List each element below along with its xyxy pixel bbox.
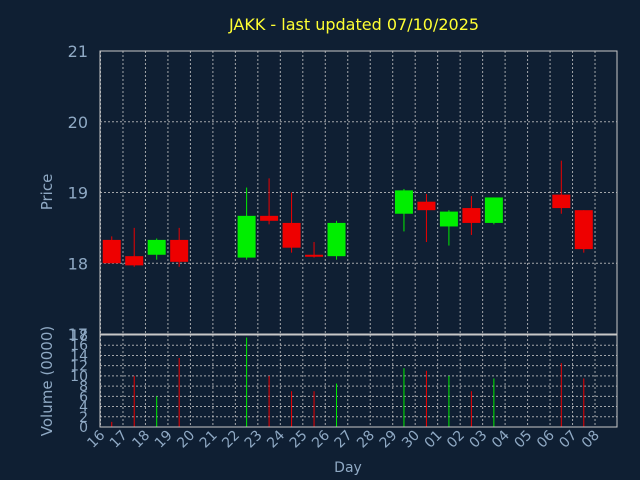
candle-body [417, 201, 436, 211]
volume-y-tick-label: 14 [70, 348, 88, 364]
volume-y-tick-label: 18 [70, 328, 88, 344]
candle-body [327, 222, 346, 257]
x-axis-label: Day [334, 460, 362, 476]
candle [417, 193, 436, 243]
volume-axis-label: Volume (0000) [38, 326, 56, 436]
candle [552, 160, 571, 214]
candle-body [394, 190, 413, 214]
candle [170, 227, 189, 267]
candle-body [125, 256, 144, 266]
price-y-tick-label: 19 [68, 184, 88, 203]
candle [394, 188, 413, 232]
candle [102, 236, 121, 264]
candle [147, 238, 166, 260]
candle-body [147, 239, 166, 255]
candle-body [102, 239, 121, 264]
volume-frame [99, 334, 618, 428]
candle-body [574, 210, 593, 250]
price-grid [100, 50, 617, 335]
candle [282, 192, 301, 253]
price-axis-label: Price [38, 174, 56, 211]
candle-body [552, 194, 571, 209]
price-y-tick-label: 21 [68, 42, 88, 61]
volume-y-tick-label: 16 [70, 338, 88, 354]
volume-y-tick-label: 0 [79, 420, 88, 436]
candle [462, 196, 481, 235]
candle [484, 197, 503, 225]
x-axis-ticks: 1617181920212223242526272829300102030405… [84, 427, 602, 451]
candle-body [484, 197, 503, 223]
volume-y-tick-label: 6 [79, 389, 88, 405]
candle-body [260, 215, 279, 221]
candle-body [305, 254, 324, 257]
candle-body [462, 208, 481, 223]
candle [327, 220, 346, 260]
volume-y-tick-label: 12 [70, 359, 88, 375]
volume-y-tick-label: 2 [79, 410, 88, 426]
candle [237, 187, 256, 260]
volume-y-tick-label: 8 [79, 379, 88, 395]
candle [439, 210, 458, 246]
chart-title: JAKK - last updated 07/10/2025 [228, 15, 479, 34]
candle [125, 227, 144, 267]
volume-y-tick-label: 10 [70, 369, 88, 385]
price-frame [99, 50, 618, 335]
candle-body [282, 222, 301, 248]
volume-bars [111, 337, 585, 427]
price-y-tick-label: 20 [68, 113, 88, 132]
price-candles [102, 160, 593, 267]
candle-body [237, 215, 256, 258]
price-y-tick-label: 17 [68, 325, 88, 344]
volume-grid [100, 334, 617, 428]
candle [574, 210, 593, 253]
candle [305, 242, 324, 258]
candle-body [439, 211, 458, 227]
candle [260, 178, 279, 225]
volume-y-tick-label: 4 [79, 400, 88, 416]
candle-body [170, 239, 189, 262]
price-y-tick-label: 18 [68, 254, 88, 273]
